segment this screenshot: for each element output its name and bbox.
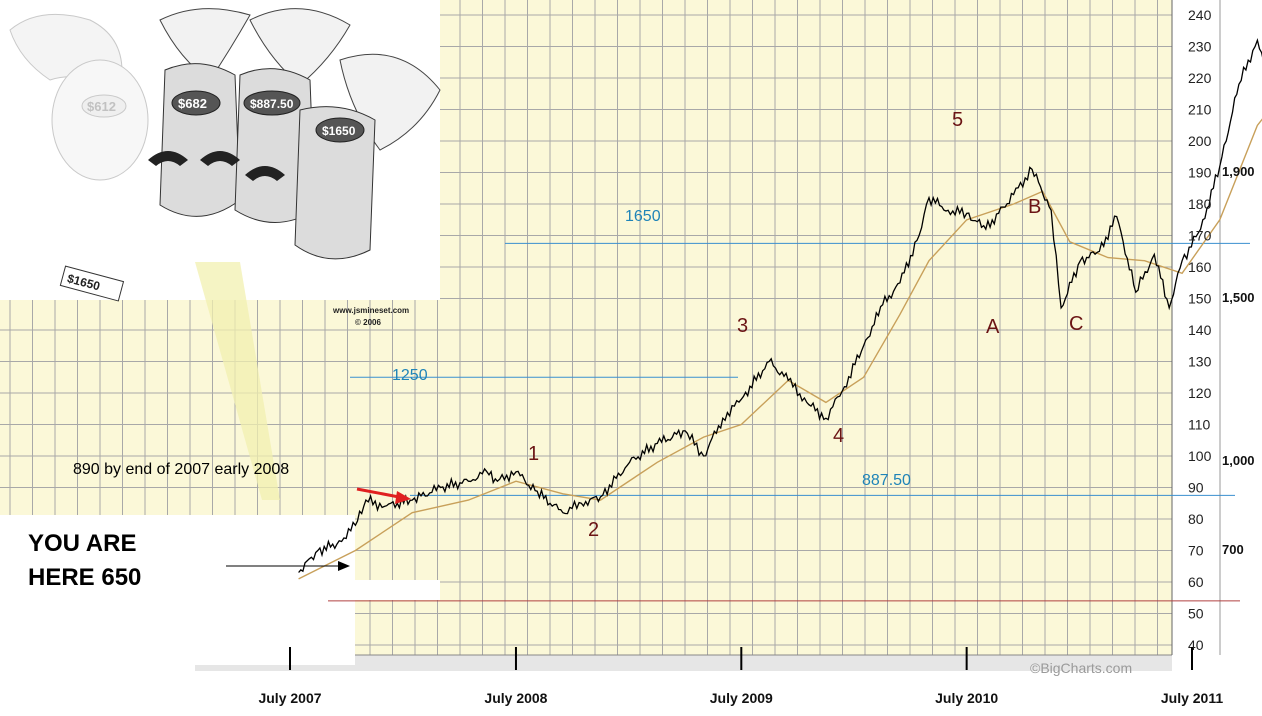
black-arrow-head — [338, 561, 350, 571]
level-labels: 1650 1250 887.50 — [392, 208, 911, 489]
moving-average-line — [298, 118, 1262, 580]
wave-label: 1 — [528, 443, 539, 465]
price-tag-1650 — [315, 117, 365, 143]
wave-label: A — [986, 316, 1000, 338]
wave-label: C — [1069, 313, 1083, 335]
secondary-y-ticks: 700 1,000 1,500 1,900 — [1222, 164, 1255, 557]
y-tick-label: 140 — [1188, 322, 1212, 338]
you-are-here-line2: HERE 650 — [28, 564, 141, 591]
robe-shape — [159, 63, 241, 217]
cartoon-site: www.jsmineset.com — [332, 306, 409, 315]
forecast-note: 890 by end of 2007 early 2008 — [73, 461, 289, 478]
robe-shape — [51, 59, 149, 181]
reference-lines — [328, 242, 1250, 602]
magnet-shape — [148, 151, 188, 166]
x-axis-band — [195, 655, 1220, 671]
angel-figure-faded: $612 — [9, 13, 149, 181]
magnet-shape — [200, 151, 240, 166]
y-tick-label: 210 — [1188, 102, 1212, 118]
loose-price-tag-shape — [59, 265, 125, 302]
y-tick-label: 110 — [1188, 417, 1211, 433]
wing-shape — [159, 8, 251, 81]
secondary-y-tick-label: 1,000 — [1222, 453, 1255, 468]
wave-label: 2 — [588, 519, 599, 541]
y-tick-label: 120 — [1188, 385, 1212, 401]
loose-price-tag: $1650 — [59, 265, 125, 302]
price-tag-682-text: $682 — [178, 96, 207, 111]
black-arrow — [226, 561, 350, 571]
price-tag-1650-text: $1650 — [322, 124, 356, 138]
y-tick-label: 230 — [1188, 39, 1212, 55]
y-tick-label: 50 — [1188, 606, 1204, 622]
white-patch — [0, 515, 355, 665]
y-tick-label: 70 — [1188, 543, 1204, 559]
y-tick-label: 150 — [1188, 291, 1212, 307]
secondary-y-tick-label: 1,500 — [1222, 290, 1255, 305]
x-tick-label: July 2007 — [258, 690, 321, 706]
wing-shape — [249, 8, 351, 86]
wave-label: 4 — [833, 425, 844, 447]
y-ticks: 40 50 60 70 80 90 100 110 120 130 140 150 160 170 180 1… — [1188, 7, 1212, 653]
secondary-y-tick-label: 700 — [1222, 542, 1244, 557]
y-tick-label: 200 — [1188, 133, 1212, 149]
you-are-here-line1: YOU ARE — [28, 530, 136, 557]
y-tick-label: 130 — [1188, 354, 1212, 370]
y-tick-label: 220 — [1188, 70, 1212, 86]
reference-line-label: 1650 — [625, 208, 661, 225]
secondary-y-tick-label: 1,900 — [1222, 164, 1255, 179]
price-series-line — [298, 37, 1262, 573]
wave-label: B — [1028, 196, 1041, 218]
y-tick-label: 100 — [1188, 448, 1212, 464]
cartoon-year: © 2006 — [355, 318, 381, 327]
magnets — [148, 151, 285, 181]
x-tick-label: July 2008 — [484, 690, 547, 706]
white-patch — [330, 580, 440, 600]
light-beam — [195, 262, 280, 500]
y-tick-label: 240 — [1188, 7, 1212, 23]
y-tick-label: 160 — [1188, 259, 1212, 275]
price-tag-612-text: $612 — [87, 99, 116, 114]
magnet-shape — [245, 166, 285, 181]
price-tag-682 — [171, 90, 221, 116]
wave-label: 5 — [952, 109, 963, 131]
x-tick-label: July 2009 — [710, 690, 773, 706]
angel-figure-2: $887.50 — [234, 8, 351, 223]
price-tag-612 — [81, 94, 127, 118]
angel-figure-1: $682 — [159, 8, 251, 217]
watermark: ©BigCharts.com — [1030, 660, 1132, 676]
x-tick-label: July 2011 — [1161, 690, 1223, 706]
angel-figure-3: $1650 — [294, 53, 441, 260]
red-arrow — [356, 487, 411, 504]
series-layer — [298, 37, 1262, 580]
reference-line-label: 1250 — [392, 367, 428, 384]
red-arrow-shaft — [356, 487, 400, 499]
y-axis-strip — [1172, 0, 1220, 671]
y-tick-label: 60 — [1188, 574, 1204, 590]
robe-shape — [294, 106, 376, 260]
wave-labels: 1 2 3 4 5 A B C — [528, 109, 1083, 541]
wing-shape — [9, 13, 123, 91]
price-tag-887 — [243, 90, 301, 116]
y-tick-label: 90 — [1188, 480, 1204, 496]
red-arrow-head — [395, 491, 411, 504]
y-tick-label: 80 — [1188, 511, 1204, 527]
wave-label: 3 — [737, 315, 748, 337]
y-tick-label: 40 — [1188, 637, 1204, 653]
cartoon-illustration: $612 $682 $887.50 $1650 $1650 — [0, 0, 441, 327]
y-tick-label: 180 — [1188, 196, 1212, 212]
y-tick-label: 170 — [1188, 228, 1212, 244]
price-tag-887-text: $887.50 — [250, 97, 294, 111]
x-ticks: July 2007 July 2008 July 2009 July 2010 July… — [258, 647, 1223, 706]
x-tick-label: July 2010 — [935, 690, 998, 706]
y-tick-label: 190 — [1188, 165, 1212, 181]
reference-line-label: 887.50 — [862, 472, 911, 489]
